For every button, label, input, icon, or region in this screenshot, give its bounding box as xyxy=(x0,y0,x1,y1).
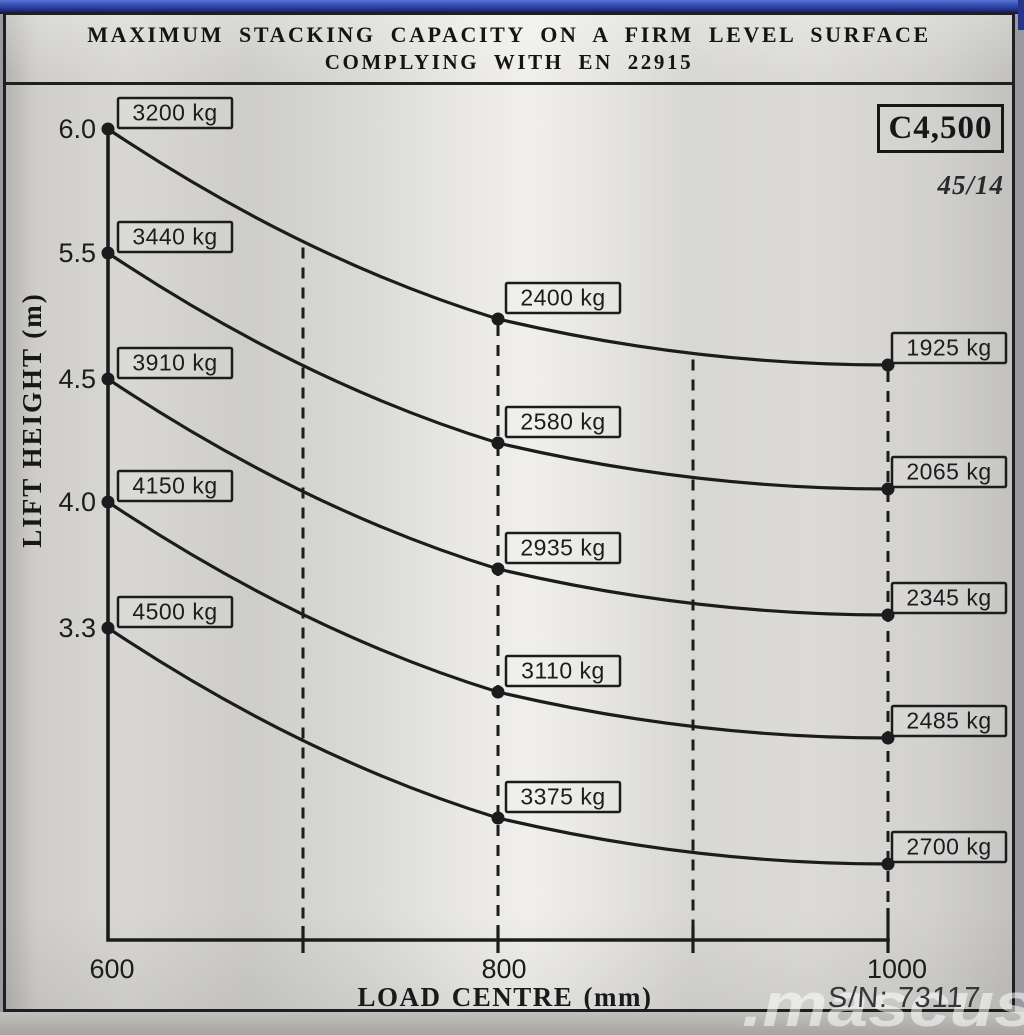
photo-bottom-edge xyxy=(0,1012,1024,1035)
serial-number: S/N: 73117 xyxy=(826,982,983,1014)
model-name: C4,500 xyxy=(888,110,993,146)
plate-title-line2: COMPLYING WITH EN 22915 xyxy=(324,50,694,74)
plate-title-box: MAXIMUM STACKING CAPACITY ON A FIRM LEVE… xyxy=(6,15,1012,85)
plate-title-line1: MAXIMUM STACKING CAPACITY ON A FIRM LEVE… xyxy=(87,22,931,47)
plate-top-blue-edge-right xyxy=(1018,0,1024,30)
plate-top-blue-edge xyxy=(0,0,1024,14)
model-code: 45/14 xyxy=(937,170,1004,200)
model-name-box: C4,500 xyxy=(877,104,1004,153)
mascus-watermark: .mascus xyxy=(742,971,1024,1035)
y-axis-label: LIFT HEIGHT (m) xyxy=(16,292,47,548)
capacity-plate: MAXIMUM STACKING CAPACITY ON A FIRM LEVE… xyxy=(3,12,1015,1012)
x-axis-label: LOAD CENTRE (mm) xyxy=(357,982,653,1012)
